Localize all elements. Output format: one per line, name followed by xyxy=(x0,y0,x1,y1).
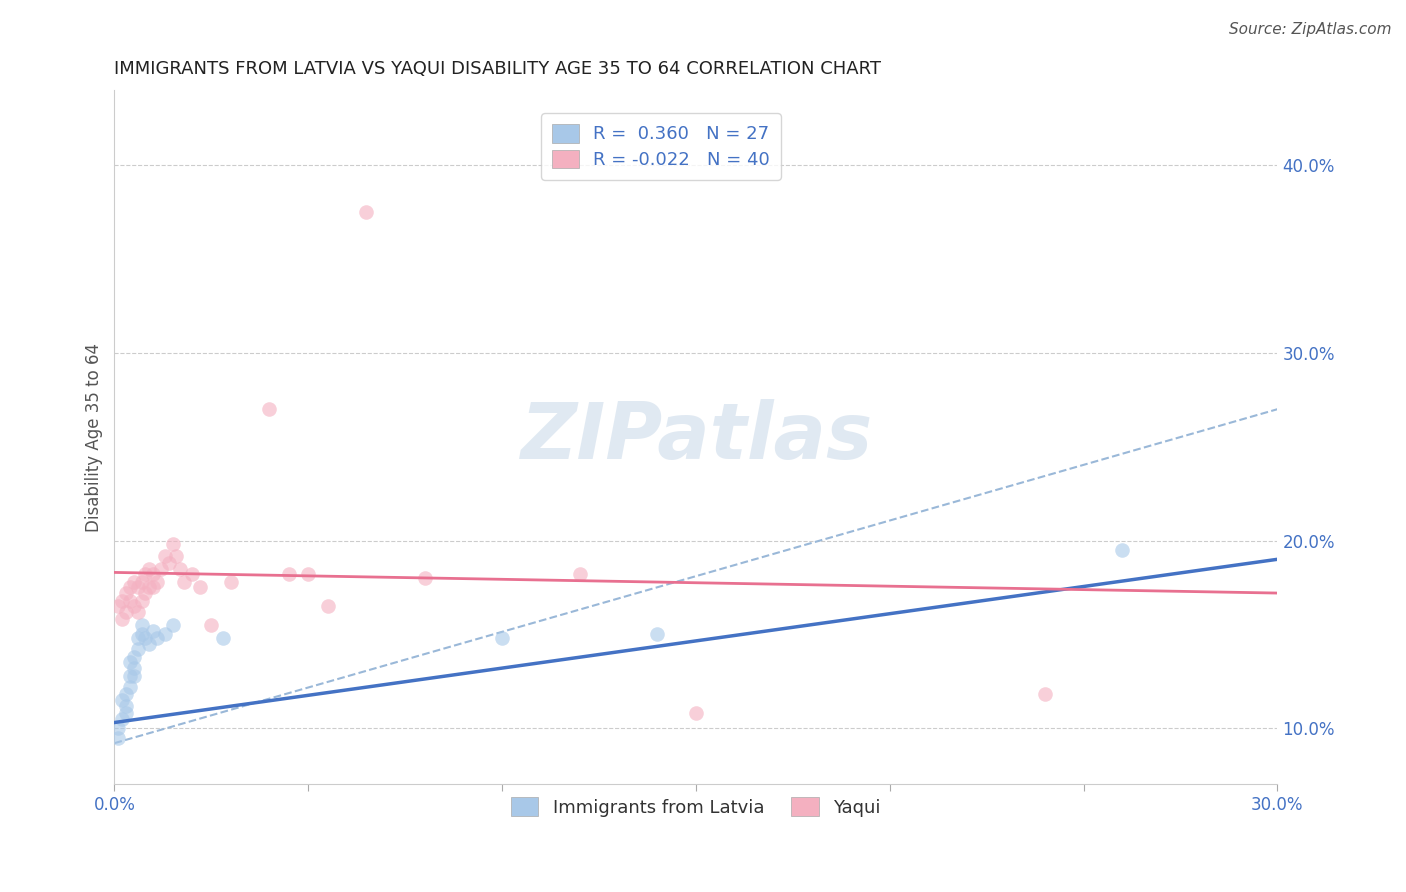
Point xyxy=(122,649,145,664)
Point xyxy=(107,721,129,735)
Point xyxy=(131,593,153,607)
Point xyxy=(111,593,134,607)
Point xyxy=(118,581,141,595)
Point xyxy=(181,567,204,582)
Point xyxy=(142,581,165,595)
Point xyxy=(153,549,176,563)
Point xyxy=(111,693,134,707)
Text: IMMIGRANTS FROM LATVIA VS YAQUI DISABILITY AGE 35 TO 64 CORRELATION CHART: IMMIGRANTS FROM LATVIA VS YAQUI DISABILI… xyxy=(114,60,882,78)
Point xyxy=(111,712,134,726)
Point xyxy=(127,642,149,657)
Point xyxy=(219,574,242,589)
Point xyxy=(134,567,156,582)
Point xyxy=(118,656,141,670)
Point xyxy=(277,567,299,582)
Point xyxy=(146,631,169,645)
Point xyxy=(115,605,138,619)
Point xyxy=(115,687,138,701)
Point xyxy=(131,627,153,641)
Point xyxy=(118,593,141,607)
Point xyxy=(131,574,153,589)
Point xyxy=(134,631,156,645)
Point xyxy=(107,599,129,614)
Point xyxy=(200,618,222,632)
Point xyxy=(134,586,156,600)
Point xyxy=(118,680,141,694)
Point xyxy=(142,624,165,638)
Point xyxy=(212,631,235,645)
Point xyxy=(138,637,160,651)
Point xyxy=(122,574,145,589)
Point xyxy=(122,661,145,675)
Point xyxy=(118,668,141,682)
Point xyxy=(165,549,187,563)
Point xyxy=(685,706,707,720)
Point xyxy=(111,612,134,626)
Point xyxy=(107,731,129,745)
Point xyxy=(138,562,160,576)
Point xyxy=(162,537,184,551)
Point xyxy=(131,618,153,632)
Point xyxy=(413,571,436,585)
Text: Source: ZipAtlas.com: Source: ZipAtlas.com xyxy=(1229,22,1392,37)
Point xyxy=(491,631,513,645)
Point xyxy=(149,562,172,576)
Point xyxy=(188,581,211,595)
Point xyxy=(115,586,138,600)
Point xyxy=(1111,542,1133,557)
Point xyxy=(1033,687,1056,701)
Legend: Immigrants from Latvia, Yaqui: Immigrants from Latvia, Yaqui xyxy=(505,790,887,824)
Point xyxy=(568,567,591,582)
Point xyxy=(153,627,176,641)
Point xyxy=(316,599,339,614)
Point xyxy=(162,618,184,632)
Point xyxy=(645,627,668,641)
Text: ZIPatlas: ZIPatlas xyxy=(520,400,872,475)
Point xyxy=(115,698,138,713)
Point xyxy=(297,567,319,582)
Point xyxy=(169,562,191,576)
Point xyxy=(259,402,281,417)
Point xyxy=(127,631,149,645)
Point xyxy=(138,581,160,595)
Point xyxy=(115,706,138,720)
Point xyxy=(157,556,180,570)
Point xyxy=(127,605,149,619)
Point xyxy=(356,205,378,219)
Y-axis label: Disability Age 35 to 64: Disability Age 35 to 64 xyxy=(86,343,103,532)
Point xyxy=(173,574,195,589)
Point xyxy=(146,574,169,589)
Point xyxy=(122,599,145,614)
Point xyxy=(142,567,165,582)
Point xyxy=(122,668,145,682)
Point xyxy=(127,581,149,595)
